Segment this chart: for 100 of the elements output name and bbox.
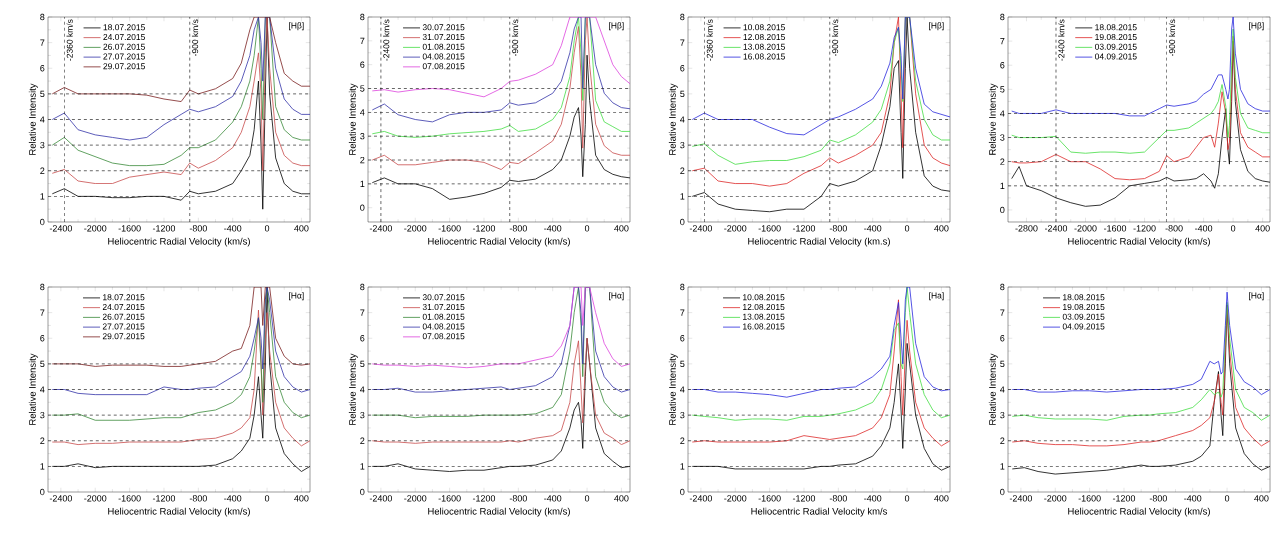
legend-label: 19.08.2015: [1095, 34, 1137, 40]
y-axis-title: Relative Intensity: [348, 353, 358, 425]
y-tick-label: 1: [680, 463, 685, 470]
y-tick-label: 2: [1000, 437, 1005, 444]
y-tick-label: 1: [360, 463, 365, 470]
legend-label: 30.07.2015: [422, 24, 465, 31]
x-tick-label: -1200: [472, 225, 496, 232]
y-tick-label: 0: [360, 488, 365, 496]
x-tick-label: -1600: [758, 225, 781, 232]
y-axis-title: Relative Intensity: [988, 353, 998, 425]
x-tick-label: -400: [864, 225, 882, 232]
y-tick-label: 3: [680, 411, 685, 419]
legend-label: 27.07.2015: [102, 323, 145, 330]
x-tick-label: -2000: [1044, 495, 1067, 502]
x-tick-label: 400: [1254, 495, 1269, 502]
y-tick-label: 6: [680, 65, 685, 72]
y-tick-label: 1: [1000, 182, 1005, 189]
y-tick-label: 0: [40, 488, 45, 496]
y-tick-label: 0: [680, 488, 685, 496]
ref-line-label: -900 km/s: [191, 19, 199, 56]
x-tick-label: -2000: [404, 495, 427, 502]
y-tick-label: 2: [680, 437, 685, 444]
y-tick-label: 7: [360, 309, 365, 316]
x-tick-label: 0: [264, 495, 270, 502]
x-tick-label: -400: [224, 225, 242, 232]
legend-label: 24.07.2015: [103, 34, 145, 40]
x-tick-label: 0: [1230, 225, 1236, 232]
line-series: [691, 287, 951, 421]
y-tick-label: 4: [1000, 386, 1005, 393]
legend-label: 07.08.2015: [422, 63, 465, 70]
x-tick-label: -800: [1149, 495, 1167, 502]
y-tick-label: 0: [1000, 206, 1005, 214]
y-tick-label: 2: [360, 437, 365, 444]
x-tick-label: -1600: [438, 225, 461, 232]
legend-label: 04.09.2015: [1062, 323, 1105, 330]
y-tick-label: 5: [360, 85, 365, 92]
legend-label: 18.08.2015: [1063, 294, 1105, 301]
x-tick-label: -1600: [1078, 495, 1101, 502]
x-tick-label: 400: [294, 225, 309, 232]
legend-label: 30.07.2015: [422, 294, 465, 301]
x-tick-label: -2000: [84, 495, 107, 502]
legend-label: 13.08.2015: [743, 43, 785, 50]
y-tick-label: 2: [1000, 158, 1005, 165]
x-tick-label: -1600: [118, 225, 141, 232]
y-tick-label: 6: [40, 335, 45, 342]
y-tick-label: 8: [360, 283, 365, 291]
x-tick-label: 0: [584, 495, 590, 502]
annotation: [Hα]: [289, 292, 304, 301]
legend-label: 31.07.2015: [422, 34, 465, 40]
annotation: [Hα]: [609, 292, 624, 301]
x-tick-label: -800: [189, 495, 207, 502]
x-tick-label: -2000: [724, 225, 747, 232]
x-tick-label: -2800: [1015, 225, 1038, 232]
x-tick-label: 400: [934, 225, 949, 232]
y-tick-label: 1: [40, 463, 45, 470]
x-tick-label: -1200: [792, 225, 816, 232]
y-tick-label: 3: [1000, 134, 1005, 141]
x-tick-label: 400: [1255, 225, 1270, 232]
x-tick-label: -800: [509, 225, 527, 232]
y-tick-label: 7: [1000, 309, 1005, 316]
y-tick-label: 8: [40, 283, 45, 291]
legend-label: 24.07.2015: [102, 304, 145, 310]
x-tick-label: -800: [509, 495, 527, 502]
x-tick-label: -1600: [1103, 225, 1127, 232]
x-axis-title: Heliocentric Radial Velocity (km/s): [428, 237, 570, 247]
x-tick-label: 400: [934, 495, 949, 502]
x-axis-title: Heliocentric Radial Velocity km/s: [751, 507, 888, 517]
x-tick-label: -400: [1184, 495, 1202, 502]
y-tick-label: 2: [360, 156, 365, 164]
y-tick-label: 6: [360, 61, 365, 68]
y-tick-label: 6: [1000, 335, 1005, 342]
y-tick-label: 3: [40, 411, 45, 419]
x-tick-label: -1200: [472, 495, 496, 502]
y-tick-label: 3: [40, 141, 45, 149]
y-tick-label: 4: [680, 116, 685, 123]
y-tick-label: 2: [40, 437, 45, 444]
ref-line-label: -900 km/s: [1168, 19, 1176, 56]
y-tick-label: 7: [40, 39, 45, 46]
y-tick-label: 7: [680, 39, 685, 46]
y-axis-title: Relative Intensity: [988, 83, 998, 155]
legend-label: 03.09.2015: [1062, 313, 1105, 320]
y-tick-label: 3: [360, 411, 365, 419]
y-tick-label: 0: [40, 218, 45, 226]
y-tick-label: 2: [40, 167, 45, 174]
legend-label: 01.08.2015: [422, 43, 465, 50]
y-tick-label: 6: [680, 335, 685, 342]
ref-line-label: -900 km/s: [511, 19, 519, 56]
legend-label: 29.07.2015: [103, 63, 145, 70]
x-tick-label: -400: [544, 225, 562, 232]
y-tick-label: 7: [360, 37, 365, 44]
legend-label: 16.08.2015: [743, 323, 785, 330]
x-tick-label: 400: [614, 495, 629, 502]
x-tick-label: -400: [224, 495, 242, 502]
y-tick-label: 0: [360, 204, 365, 211]
y-tick-label: 3: [360, 133, 365, 140]
y-tick-label: 5: [40, 360, 45, 368]
x-axis-title: Heliocentric Radial Velocity (km/s): [108, 507, 250, 517]
legend-label: 04.08.2015: [422, 323, 465, 330]
x-tick-label: 0: [584, 225, 590, 232]
legend-label: 18.08.2015: [1095, 24, 1137, 31]
